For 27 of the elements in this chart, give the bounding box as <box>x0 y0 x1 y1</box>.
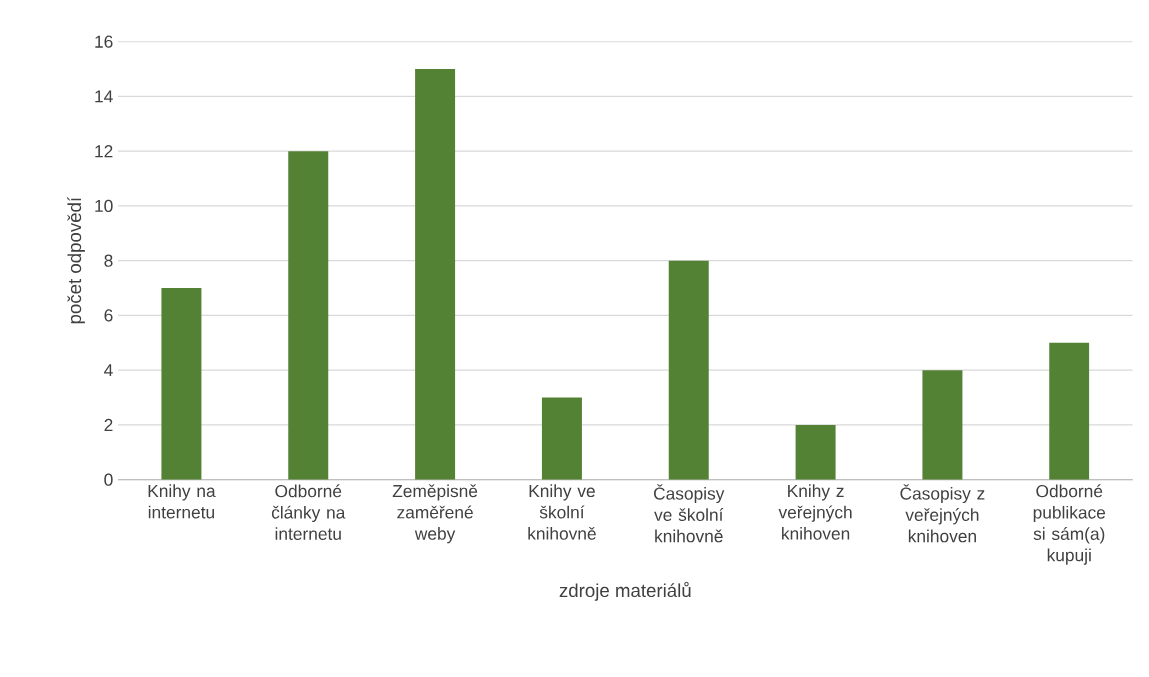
x-tick-label: Odborné publikace si sám(a) kupuji <box>1033 484 1106 565</box>
y-tick-label: 4 <box>104 364 113 377</box>
y-tick-label: 12 <box>95 145 113 158</box>
x-tick-label: Knihy na internetu <box>148 484 216 519</box>
y-tick-label: 16 <box>95 35 113 48</box>
x-tick-label: Zeměpisně zaměřené weby <box>392 484 478 544</box>
y-axis-title: počet odpovědí <box>67 196 85 324</box>
bar <box>541 397 582 480</box>
x-tick-label: Časopisy ve školní knihovně <box>653 484 725 543</box>
bar <box>922 370 963 480</box>
x-tick-label: Odborné články na internetu <box>271 484 346 540</box>
x-axis-title: zdroje materiálů <box>559 581 691 601</box>
y-tick-label: 10 <box>95 199 113 213</box>
x-tick-label: Knihy z veřejných knihoven <box>778 484 852 540</box>
y-tick-label: 0 <box>104 473 113 486</box>
bar <box>415 69 456 480</box>
bar <box>161 288 202 480</box>
y-tick-label: 2 <box>104 418 113 431</box>
bar <box>795 424 836 480</box>
bar <box>288 151 329 480</box>
bar <box>668 260 709 480</box>
x-tick-label: Časopisy z veřejných knihoven <box>900 484 985 543</box>
x-tick-label: Knihy ve školní knihovně <box>528 484 596 540</box>
y-tick-label: 6 <box>104 309 113 322</box>
y-tick-label: 14 <box>95 90 113 103</box>
y-tick-label: 8 <box>104 254 113 267</box>
bar <box>1049 342 1090 480</box>
